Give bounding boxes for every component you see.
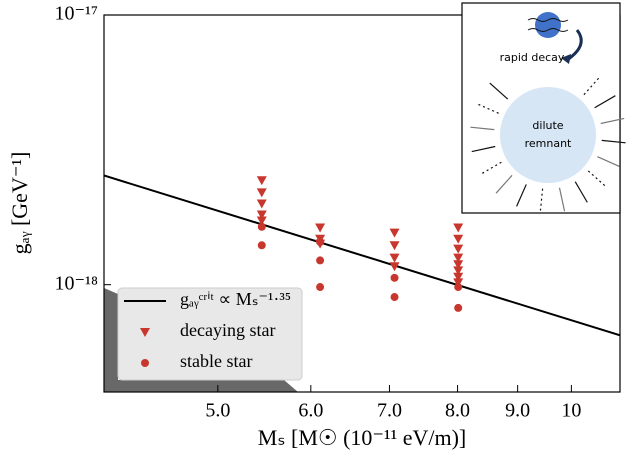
stable-point bbox=[257, 241, 266, 250]
decaying-point bbox=[256, 210, 267, 220]
ray bbox=[516, 184, 527, 207]
inset-center-label: dilute bbox=[532, 119, 563, 132]
ray bbox=[495, 174, 513, 194]
ray bbox=[600, 117, 625, 125]
decaying-point bbox=[256, 216, 267, 226]
stable-point bbox=[454, 283, 463, 292]
ray bbox=[594, 95, 616, 109]
ray bbox=[597, 156, 620, 167]
ray bbox=[471, 145, 496, 153]
star-circle bbox=[535, 12, 561, 38]
decay-arrow bbox=[566, 29, 583, 62]
x-tick-label: 5.0 bbox=[205, 400, 230, 422]
wave bbox=[527, 18, 569, 32]
decaying-point bbox=[453, 223, 464, 233]
stable-point bbox=[316, 256, 325, 265]
inset-top-label: rapid decay bbox=[500, 51, 565, 64]
legend bbox=[117, 287, 303, 381]
stable-point bbox=[390, 293, 399, 302]
legend-triangle bbox=[140, 328, 150, 337]
decaying-point bbox=[315, 223, 326, 233]
stable-point bbox=[316, 283, 325, 292]
legend-circle bbox=[141, 359, 149, 367]
legend-label: decaying star bbox=[180, 320, 275, 340]
ray bbox=[470, 126, 495, 131]
ray bbox=[489, 82, 509, 100]
decaying-point bbox=[256, 188, 267, 198]
arrow-head bbox=[561, 54, 571, 64]
trend-line bbox=[104, 174, 620, 337]
y-axis-label: gₐᵧ [GeV⁻¹] bbox=[7, 152, 32, 255]
ray bbox=[574, 181, 588, 203]
ray bbox=[587, 170, 607, 188]
x-tick-label: 10 bbox=[561, 400, 581, 422]
legend-label: gₐᵧᶜʳⁱᵗ ∝ Mₛ⁻¹·³⁵ bbox=[180, 289, 291, 310]
decaying-point bbox=[453, 266, 464, 276]
y-tick-label: 10⁻¹⁸ bbox=[54, 272, 98, 294]
decaying-point bbox=[453, 253, 464, 263]
y-tick-label: 10⁻¹⁷ bbox=[54, 3, 98, 25]
decaying-point bbox=[453, 272, 464, 282]
ray bbox=[480, 161, 502, 175]
ray bbox=[583, 76, 601, 96]
x-tick-label: 8.0 bbox=[445, 400, 470, 422]
decaying-point bbox=[256, 176, 267, 186]
decaying-point bbox=[389, 241, 400, 251]
stable-point bbox=[390, 273, 399, 282]
inset-center-label: remnant bbox=[525, 137, 572, 150]
x-tick-label: 9.0 bbox=[505, 400, 530, 422]
ray bbox=[539, 188, 544, 213]
decaying-point bbox=[389, 253, 400, 263]
decaying-point bbox=[453, 244, 464, 254]
stable-point bbox=[454, 303, 463, 312]
decaying-point bbox=[389, 262, 400, 272]
excluded-region bbox=[104, 288, 298, 392]
inset: rapid decay dilute remnant bbox=[461, 2, 626, 214]
remnant-circle bbox=[500, 87, 596, 183]
x-tick-label: 7.0 bbox=[377, 400, 402, 422]
ray bbox=[601, 139, 626, 144]
decaying-point bbox=[453, 260, 464, 270]
x-axis-label: Mₛ [M☉ (10⁻¹¹ eV/m)] bbox=[258, 425, 467, 450]
decaying-point bbox=[389, 228, 400, 238]
stable-point bbox=[257, 222, 266, 231]
stable-point bbox=[316, 237, 325, 246]
ray bbox=[558, 187, 566, 212]
decaying-point bbox=[453, 278, 464, 288]
decaying-point bbox=[256, 199, 267, 209]
x-tick-label: 6.0 bbox=[298, 400, 323, 422]
ray bbox=[476, 103, 499, 114]
legend-label: stable star bbox=[180, 351, 252, 371]
decaying-point bbox=[453, 234, 464, 244]
